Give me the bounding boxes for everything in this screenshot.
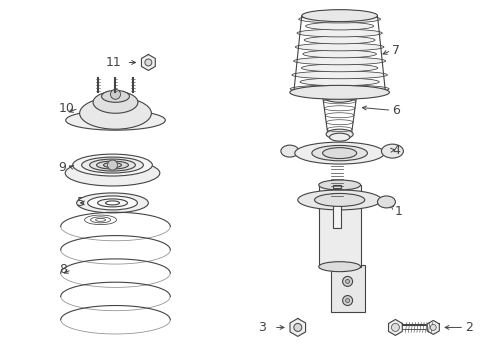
- Ellipse shape: [381, 144, 403, 158]
- Circle shape: [110, 89, 120, 99]
- Circle shape: [345, 298, 349, 302]
- Polygon shape: [289, 319, 305, 336]
- Ellipse shape: [298, 15, 380, 23]
- Ellipse shape: [81, 157, 143, 173]
- Circle shape: [390, 323, 399, 332]
- Ellipse shape: [311, 145, 366, 161]
- Ellipse shape: [296, 29, 382, 37]
- Circle shape: [429, 324, 435, 330]
- Circle shape: [293, 323, 301, 332]
- Ellipse shape: [304, 36, 374, 44]
- Ellipse shape: [80, 97, 151, 129]
- Ellipse shape: [291, 71, 386, 79]
- Ellipse shape: [318, 262, 360, 272]
- Polygon shape: [388, 319, 402, 336]
- Ellipse shape: [93, 91, 138, 113]
- Ellipse shape: [289, 85, 388, 93]
- FancyBboxPatch shape: [330, 265, 364, 312]
- Ellipse shape: [89, 159, 135, 171]
- Text: 10: 10: [59, 102, 75, 115]
- FancyBboxPatch shape: [332, 185, 340, 188]
- Text: 4: 4: [392, 144, 400, 157]
- Ellipse shape: [77, 193, 148, 213]
- Ellipse shape: [105, 201, 119, 205]
- Ellipse shape: [301, 64, 377, 72]
- Ellipse shape: [302, 50, 376, 58]
- Ellipse shape: [377, 196, 395, 208]
- Ellipse shape: [297, 190, 381, 210]
- Circle shape: [342, 276, 352, 287]
- Ellipse shape: [87, 196, 137, 210]
- Text: 9: 9: [59, 161, 66, 174]
- Ellipse shape: [300, 78, 379, 86]
- Ellipse shape: [98, 199, 127, 207]
- Ellipse shape: [280, 145, 298, 157]
- Circle shape: [345, 279, 349, 283]
- Ellipse shape: [329, 133, 349, 141]
- Ellipse shape: [294, 142, 384, 164]
- Ellipse shape: [96, 161, 128, 169]
- Ellipse shape: [73, 154, 152, 176]
- Text: 8: 8: [59, 263, 66, 276]
- Ellipse shape: [295, 43, 383, 51]
- Ellipse shape: [65, 110, 165, 130]
- Polygon shape: [427, 320, 438, 334]
- Ellipse shape: [293, 57, 385, 65]
- Text: 6: 6: [392, 104, 400, 117]
- Circle shape: [144, 59, 152, 66]
- Text: 11: 11: [105, 56, 121, 69]
- Text: 5: 5: [77, 197, 84, 210]
- Circle shape: [342, 296, 352, 306]
- Polygon shape: [141, 54, 155, 71]
- Text: 2: 2: [464, 321, 472, 334]
- Text: 1: 1: [394, 205, 402, 219]
- FancyBboxPatch shape: [318, 185, 360, 267]
- Circle shape: [107, 160, 117, 170]
- Ellipse shape: [305, 22, 373, 30]
- Ellipse shape: [103, 163, 121, 167]
- Text: 7: 7: [392, 44, 400, 57]
- Ellipse shape: [322, 148, 356, 159]
- Ellipse shape: [314, 193, 364, 206]
- Text: 3: 3: [258, 321, 265, 334]
- Ellipse shape: [102, 90, 129, 102]
- Ellipse shape: [318, 180, 360, 190]
- Ellipse shape: [322, 90, 356, 102]
- Ellipse shape: [65, 160, 160, 186]
- Ellipse shape: [289, 85, 388, 99]
- FancyBboxPatch shape: [332, 196, 340, 228]
- Ellipse shape: [301, 10, 377, 22]
- Ellipse shape: [325, 129, 352, 139]
